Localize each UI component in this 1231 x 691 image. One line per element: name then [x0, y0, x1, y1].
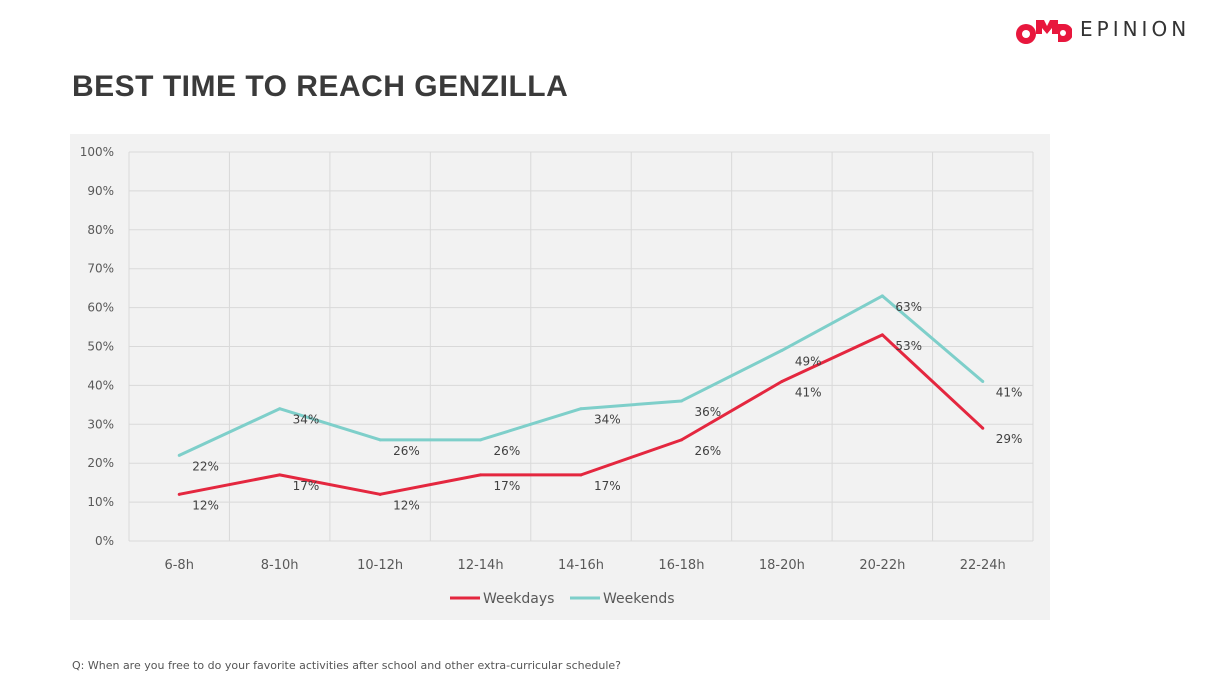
- data-label: 26%: [494, 444, 521, 458]
- data-point: [479, 438, 483, 442]
- y-tick-label: 100%: [80, 145, 114, 159]
- y-tick-label: 90%: [87, 184, 114, 198]
- data-point: [177, 453, 181, 457]
- data-label: 22%: [192, 459, 219, 473]
- data-label: 29%: [996, 432, 1023, 446]
- y-tick-label: 0%: [95, 534, 114, 548]
- data-point: [880, 333, 884, 337]
- data-point: [981, 380, 985, 384]
- x-tick-label: 14-16h: [558, 558, 604, 573]
- page-title: BEST TIME TO REACH GENZILLA: [72, 70, 569, 103]
- data-label: 12%: [192, 498, 219, 512]
- data-point: [679, 399, 683, 403]
- omd-epinion-logo: EPINION: [1014, 12, 1190, 46]
- x-tick-label: 22-24h: [960, 558, 1006, 573]
- data-label: 41%: [795, 386, 822, 400]
- data-label: 26%: [694, 444, 721, 458]
- y-tick-label: 70%: [87, 262, 114, 276]
- y-tick-label: 20%: [87, 456, 114, 470]
- data-point: [479, 473, 483, 477]
- series-line-weekends: [178, 294, 984, 457]
- data-label: 17%: [494, 479, 521, 493]
- x-tick-label: 18-20h: [759, 558, 805, 573]
- data-point: [880, 294, 884, 298]
- y-tick-label: 50%: [87, 340, 114, 354]
- data-label: 12%: [393, 498, 420, 512]
- data-point: [780, 380, 784, 384]
- x-tick-label: 6-8h: [164, 558, 193, 573]
- y-tick-label: 10%: [87, 495, 114, 509]
- y-tick-label: 30%: [87, 417, 114, 431]
- omd-logo-icon: [1016, 20, 1072, 44]
- data-point: [177, 492, 181, 496]
- y-tick-label: 80%: [87, 223, 114, 237]
- x-tick-label: 20-22h: [859, 558, 905, 573]
- data-label: 17%: [293, 479, 320, 493]
- data-label: 49%: [795, 354, 822, 368]
- data-point: [378, 438, 382, 442]
- data-point: [780, 348, 784, 352]
- data-label: 41%: [996, 386, 1023, 400]
- data-point: [278, 473, 282, 477]
- data-point: [579, 473, 583, 477]
- data-label: 36%: [694, 405, 721, 419]
- data-point: [981, 426, 985, 430]
- data-label: 17%: [594, 479, 621, 493]
- chart-panel: [70, 134, 1050, 620]
- y-tick-label: 60%: [87, 301, 114, 315]
- data-label: 26%: [393, 444, 420, 458]
- data-point: [378, 492, 382, 496]
- data-label: 63%: [895, 300, 922, 314]
- data-point: [679, 438, 683, 442]
- x-tick-label: 8-10h: [261, 558, 299, 573]
- legend-label: Weekends: [603, 591, 675, 607]
- data-label: 34%: [594, 413, 621, 427]
- x-tick-label: 12-14h: [458, 558, 504, 573]
- data-point: [278, 407, 282, 411]
- data-point: [579, 407, 583, 411]
- footnote: Q: When are you free to do your favorite…: [72, 659, 622, 672]
- epinion-wordmark: EPINION: [1080, 17, 1191, 41]
- legend-label: Weekdays: [483, 591, 554, 607]
- data-label: 34%: [293, 413, 320, 427]
- x-tick-label: 10-12h: [357, 558, 403, 573]
- data-label: 53%: [895, 339, 922, 353]
- y-tick-label: 40%: [87, 378, 114, 392]
- x-tick-label: 16-18h: [658, 558, 704, 573]
